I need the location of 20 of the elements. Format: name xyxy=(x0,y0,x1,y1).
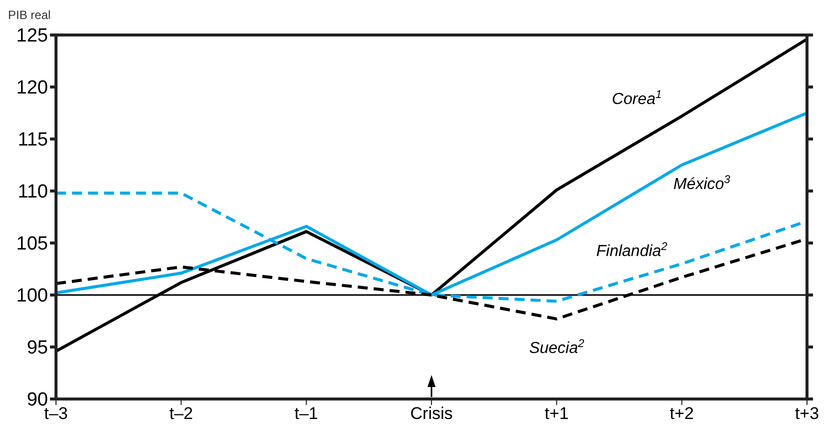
series-label: Suecia$^{2}$ xyxy=(529,338,586,357)
x-tick-label: Crisis xyxy=(410,404,453,424)
y-tick-label: 95 xyxy=(26,338,48,359)
x-tick-label: t–1 xyxy=(294,404,318,424)
y-tick-label: 110 xyxy=(18,182,48,203)
series-label: Corea$^{1}$ xyxy=(612,89,662,108)
y-tick-label: 105 xyxy=(16,234,48,255)
x-tick-label: t–2 xyxy=(169,404,193,424)
y-axis-title: PIB real xyxy=(8,8,51,22)
y-tick-label: 100 xyxy=(16,286,48,307)
y-tick-label: 125 xyxy=(16,26,48,47)
series-label: México$^{3}$ xyxy=(673,174,732,193)
y-tick-label: 120 xyxy=(16,78,48,99)
line-series xyxy=(56,38,807,353)
series-label: Finlandia$^{2}$ xyxy=(596,240,668,260)
y-tick-label: 115 xyxy=(18,130,48,151)
x-tick-label: t+2 xyxy=(670,404,694,424)
x-tick-label: t+1 xyxy=(544,404,569,424)
x-tick-label: t+3 xyxy=(794,404,820,424)
x-tick-label: t–3 xyxy=(44,404,68,424)
